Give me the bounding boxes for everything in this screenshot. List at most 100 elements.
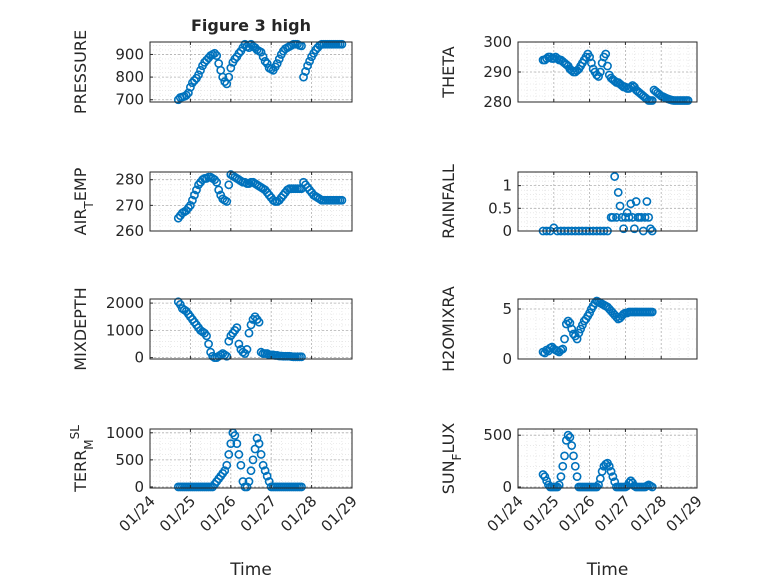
mixdepth-data-point: [224, 336, 234, 346]
terrmsl-data-point: [236, 460, 246, 470]
mixdepth-data-point: [232, 323, 242, 333]
pressure-y-tick-label: 800: [115, 68, 144, 86]
pressure-data-point: [274, 54, 284, 64]
rainfall-data-point: [619, 224, 629, 234]
rainfall-data-point: [626, 199, 636, 209]
airtemp-y-axis-label: AIRTEMP: [71, 167, 96, 235]
sunflux-x-axis-label: Time: [586, 560, 629, 580]
pressure-data-point: [210, 48, 220, 58]
terrmsl-data-point: [230, 431, 240, 440]
rainfall-data-point: [640, 212, 650, 222]
sunflux-x-tick-label: 01/26: [555, 492, 598, 535]
rainfall-data-point: [608, 212, 618, 222]
theta-y-tick-label: 290: [483, 63, 512, 81]
rainfall-data-point: [631, 197, 641, 206]
sunflux-plot-area: [518, 429, 697, 488]
theta-y-tick-label: 300: [483, 33, 512, 51]
rainfall-data-point: [642, 197, 652, 206]
terrmsl-data-point: [246, 466, 256, 476]
sunflux-data-point: [592, 482, 602, 492]
rainfall-y-tick-label: 1: [502, 177, 512, 195]
airtemp-data-point: [190, 190, 199, 200]
theta-data-point: [603, 61, 612, 71]
rainfall-y-tick-label: 0.5: [488, 199, 512, 217]
rainfall-data-point: [615, 201, 625, 211]
rainfall-y-tick-label: 0: [502, 222, 512, 240]
mixdepth-data-point: [204, 339, 213, 349]
pressure-data-point: [305, 56, 314, 66]
terrmsl-data-point: [226, 439, 236, 449]
theta-data-point: [594, 72, 603, 81]
pressure-data-point: [303, 61, 312, 71]
sunflux-x-tick-label: 01/27: [591, 492, 634, 535]
rainfall-axes-box: [517, 171, 698, 232]
sunflux-data-point: [570, 461, 580, 471]
pressure-data-point: [194, 70, 203, 80]
airtemp-data-point: [185, 200, 195, 210]
mixdepth-data-point: [242, 345, 252, 354]
rainfall-data-point: [610, 172, 620, 181]
theta-data-point: [601, 49, 611, 59]
theta-data-point: [647, 96, 657, 105]
sunflux-data-point: [608, 472, 618, 482]
rainfall-data-point: [629, 224, 639, 234]
theta-y-axis-label: THETA: [439, 46, 458, 98]
pressure-data-point: [299, 72, 308, 82]
terrmsl-data-point: [258, 460, 268, 470]
airtemp-data-point: [222, 197, 232, 206]
h2omixra-data-point: [558, 344, 568, 354]
pressure-data-point: [218, 72, 228, 82]
mixdepth-y-tick-label: 1000: [106, 321, 144, 339]
mixdepth-axes-box: [149, 298, 353, 360]
pressure-data-point: [234, 48, 244, 58]
h2omixra-y-tick-label: 5: [502, 300, 512, 318]
mixdepth-data-point: [246, 320, 256, 330]
sunflux-data-point: [565, 432, 575, 442]
pressure-data-point: [190, 76, 199, 85]
pressure-data-point: [181, 90, 191, 100]
pressure-y-tick-label: 700: [115, 91, 144, 109]
terrmsl-data-point: [297, 482, 306, 492]
sunflux-data-point: [560, 451, 569, 461]
sunflux-data-point: [563, 430, 573, 440]
pressure-data-point: [337, 39, 347, 49]
terrmsl-data-point: [252, 433, 262, 443]
sunflux-data-point: [604, 461, 614, 471]
airtemp-data-point: [214, 185, 224, 195]
sunflux-x-tick-label: 01/24: [484, 492, 527, 535]
sunflux-axes-box: [517, 428, 698, 489]
pressure-data-point: [256, 47, 266, 57]
h2omixra-data-point: [647, 307, 657, 317]
rainfall-data-point: [622, 208, 632, 218]
airtemp-data-point: [212, 177, 222, 187]
sunflux-data-point: [572, 472, 582, 482]
rainfall-data-point: [613, 188, 623, 197]
h2omixra-axes-box: [517, 298, 698, 360]
terrmsl-y-axis-label: TERRMSL: [68, 425, 96, 493]
pressure-data-point: [258, 52, 268, 62]
terrmsl-data-point: [234, 450, 244, 459]
terrmsl-x-tick-label: 01/27: [237, 492, 280, 535]
terrmsl-data-point: [244, 477, 254, 486]
pressure-data-point: [226, 63, 236, 73]
terrmsl-data-point: [248, 455, 258, 465]
airtemp-y-tick-label: 280: [115, 171, 144, 189]
airtemp-axes-box: [149, 171, 353, 232]
sunflux-data-point: [569, 451, 578, 461]
terrmsl-data-point: [254, 439, 264, 449]
sunflux-x-tick-label: 01/29: [663, 492, 706, 535]
terrmsl-data-point: [242, 482, 252, 492]
mixdepth-data-point: [234, 339, 244, 349]
pressure-data-point: [185, 82, 195, 92]
h2omixra-y-tick-label: 0: [502, 350, 512, 368]
sunflux-data-point: [556, 472, 566, 482]
terrmsl-x-tick-label: 01/24: [116, 492, 159, 535]
terrmsl-data-point: [224, 450, 234, 459]
rainfall-data-point: [644, 212, 654, 222]
terrmsl-y-tick-label: 500: [115, 451, 144, 469]
theta-data-point: [595, 67, 605, 77]
sunflux-data-point: [606, 467, 616, 476]
theta-data-point: [683, 96, 693, 105]
sunflux-x-tick-label: 01/25: [519, 492, 562, 535]
